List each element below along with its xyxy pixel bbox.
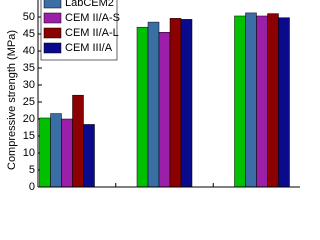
legend-label: CEM II/A-L	[65, 27, 119, 39]
y-tick-label: 10	[23, 147, 35, 159]
y-tick-label: 40	[23, 45, 35, 57]
y-tick-label: 20	[23, 113, 35, 125]
bar	[234, 15, 246, 188]
bar	[267, 13, 279, 188]
bar	[180, 19, 193, 188]
legend-swatch	[43, 42, 62, 54]
bar	[83, 124, 95, 188]
y-tick-label: 50	[23, 11, 35, 23]
y-tick-label: 45	[23, 28, 35, 40]
legend-swatch	[43, 0, 62, 9]
legend-label: CEM III/A	[65, 42, 113, 54]
bar	[39, 117, 51, 188]
bar	[169, 18, 182, 188]
y-axis-title: Compressive strength (MPa)	[6, 30, 18, 170]
chart: Compressive strength (MPa) 0 5 10 15 20 25 30 3…	[6, 0, 300, 193]
y-tick-label: 0	[29, 181, 35, 193]
y-tick-label: 15	[23, 130, 35, 142]
y-tick-label: 35	[23, 62, 35, 74]
bar	[50, 113, 62, 188]
y-tick-label: 30	[23, 79, 35, 91]
bar	[72, 94, 84, 188]
bar	[245, 12, 257, 188]
legend-swatch	[43, 12, 62, 24]
bar	[158, 32, 171, 188]
y-tick-label: 25	[23, 96, 35, 108]
legend-label: LabCEM2	[65, 0, 114, 9]
y-tick-label: 5	[29, 164, 35, 176]
bar	[147, 21, 160, 188]
bar	[61, 118, 73, 188]
bar	[256, 15, 268, 188]
bar	[278, 17, 290, 188]
legend-swatch	[43, 27, 62, 39]
bar	[136, 26, 149, 188]
legend-label: CEM II/A-S	[65, 12, 120, 24]
